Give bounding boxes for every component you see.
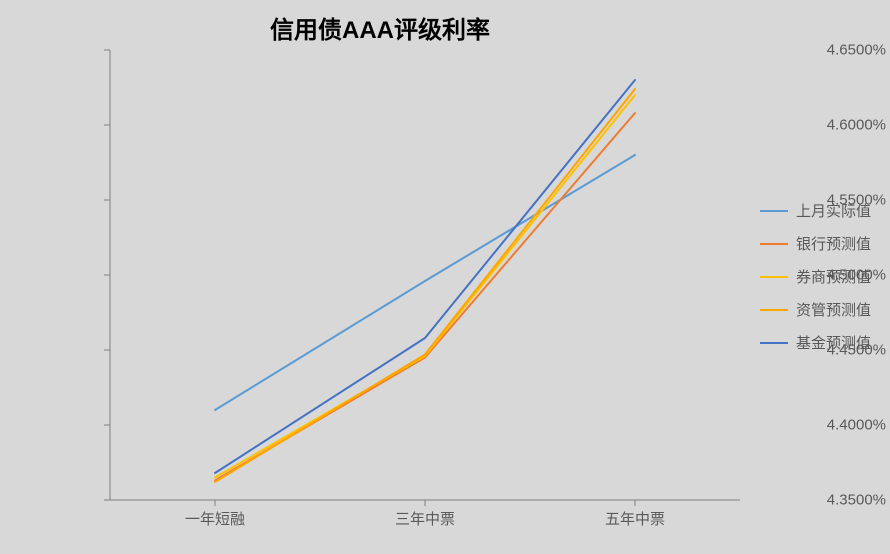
legend-label: 上月实际值 xyxy=(796,200,871,221)
plot-area xyxy=(110,50,740,500)
legend-swatch xyxy=(760,342,788,344)
chart-container: 信用债AAA评级利率 4.3500%4.4000%4.4500%4.5000%4… xyxy=(0,0,890,554)
legend-swatch xyxy=(760,276,788,278)
legend-item: 券商预测值 xyxy=(760,266,871,287)
chart-title: 信用债AAA评级利率 xyxy=(0,10,760,45)
y-tick-label: 4.6000% xyxy=(788,117,886,134)
legend-item: 银行预测值 xyxy=(760,233,871,254)
legend-label: 基金预测值 xyxy=(796,332,871,353)
legend-item: 上月实际值 xyxy=(760,200,871,221)
legend-swatch xyxy=(760,243,788,245)
legend-label: 资管预测值 xyxy=(796,299,871,320)
legend-item: 资管预测值 xyxy=(760,299,871,320)
x-tick-label: 一年短融 xyxy=(185,508,245,529)
legend-label: 银行预测值 xyxy=(796,233,871,254)
legend-swatch xyxy=(760,210,788,212)
legend-label: 券商预测值 xyxy=(796,266,871,287)
y-tick-label: 4.6500% xyxy=(788,42,886,59)
y-tick-label: 4.3500% xyxy=(788,492,886,509)
x-tick-label: 三年中票 xyxy=(395,508,455,529)
plot-svg xyxy=(110,50,740,500)
x-tick-label: 五年中票 xyxy=(605,508,665,529)
legend: 上月实际值银行预测值券商预测值资管预测值基金预测值 xyxy=(760,200,871,365)
legend-item: 基金预测值 xyxy=(760,332,871,353)
y-tick-label: 4.4000% xyxy=(788,417,886,434)
legend-swatch xyxy=(760,309,788,311)
